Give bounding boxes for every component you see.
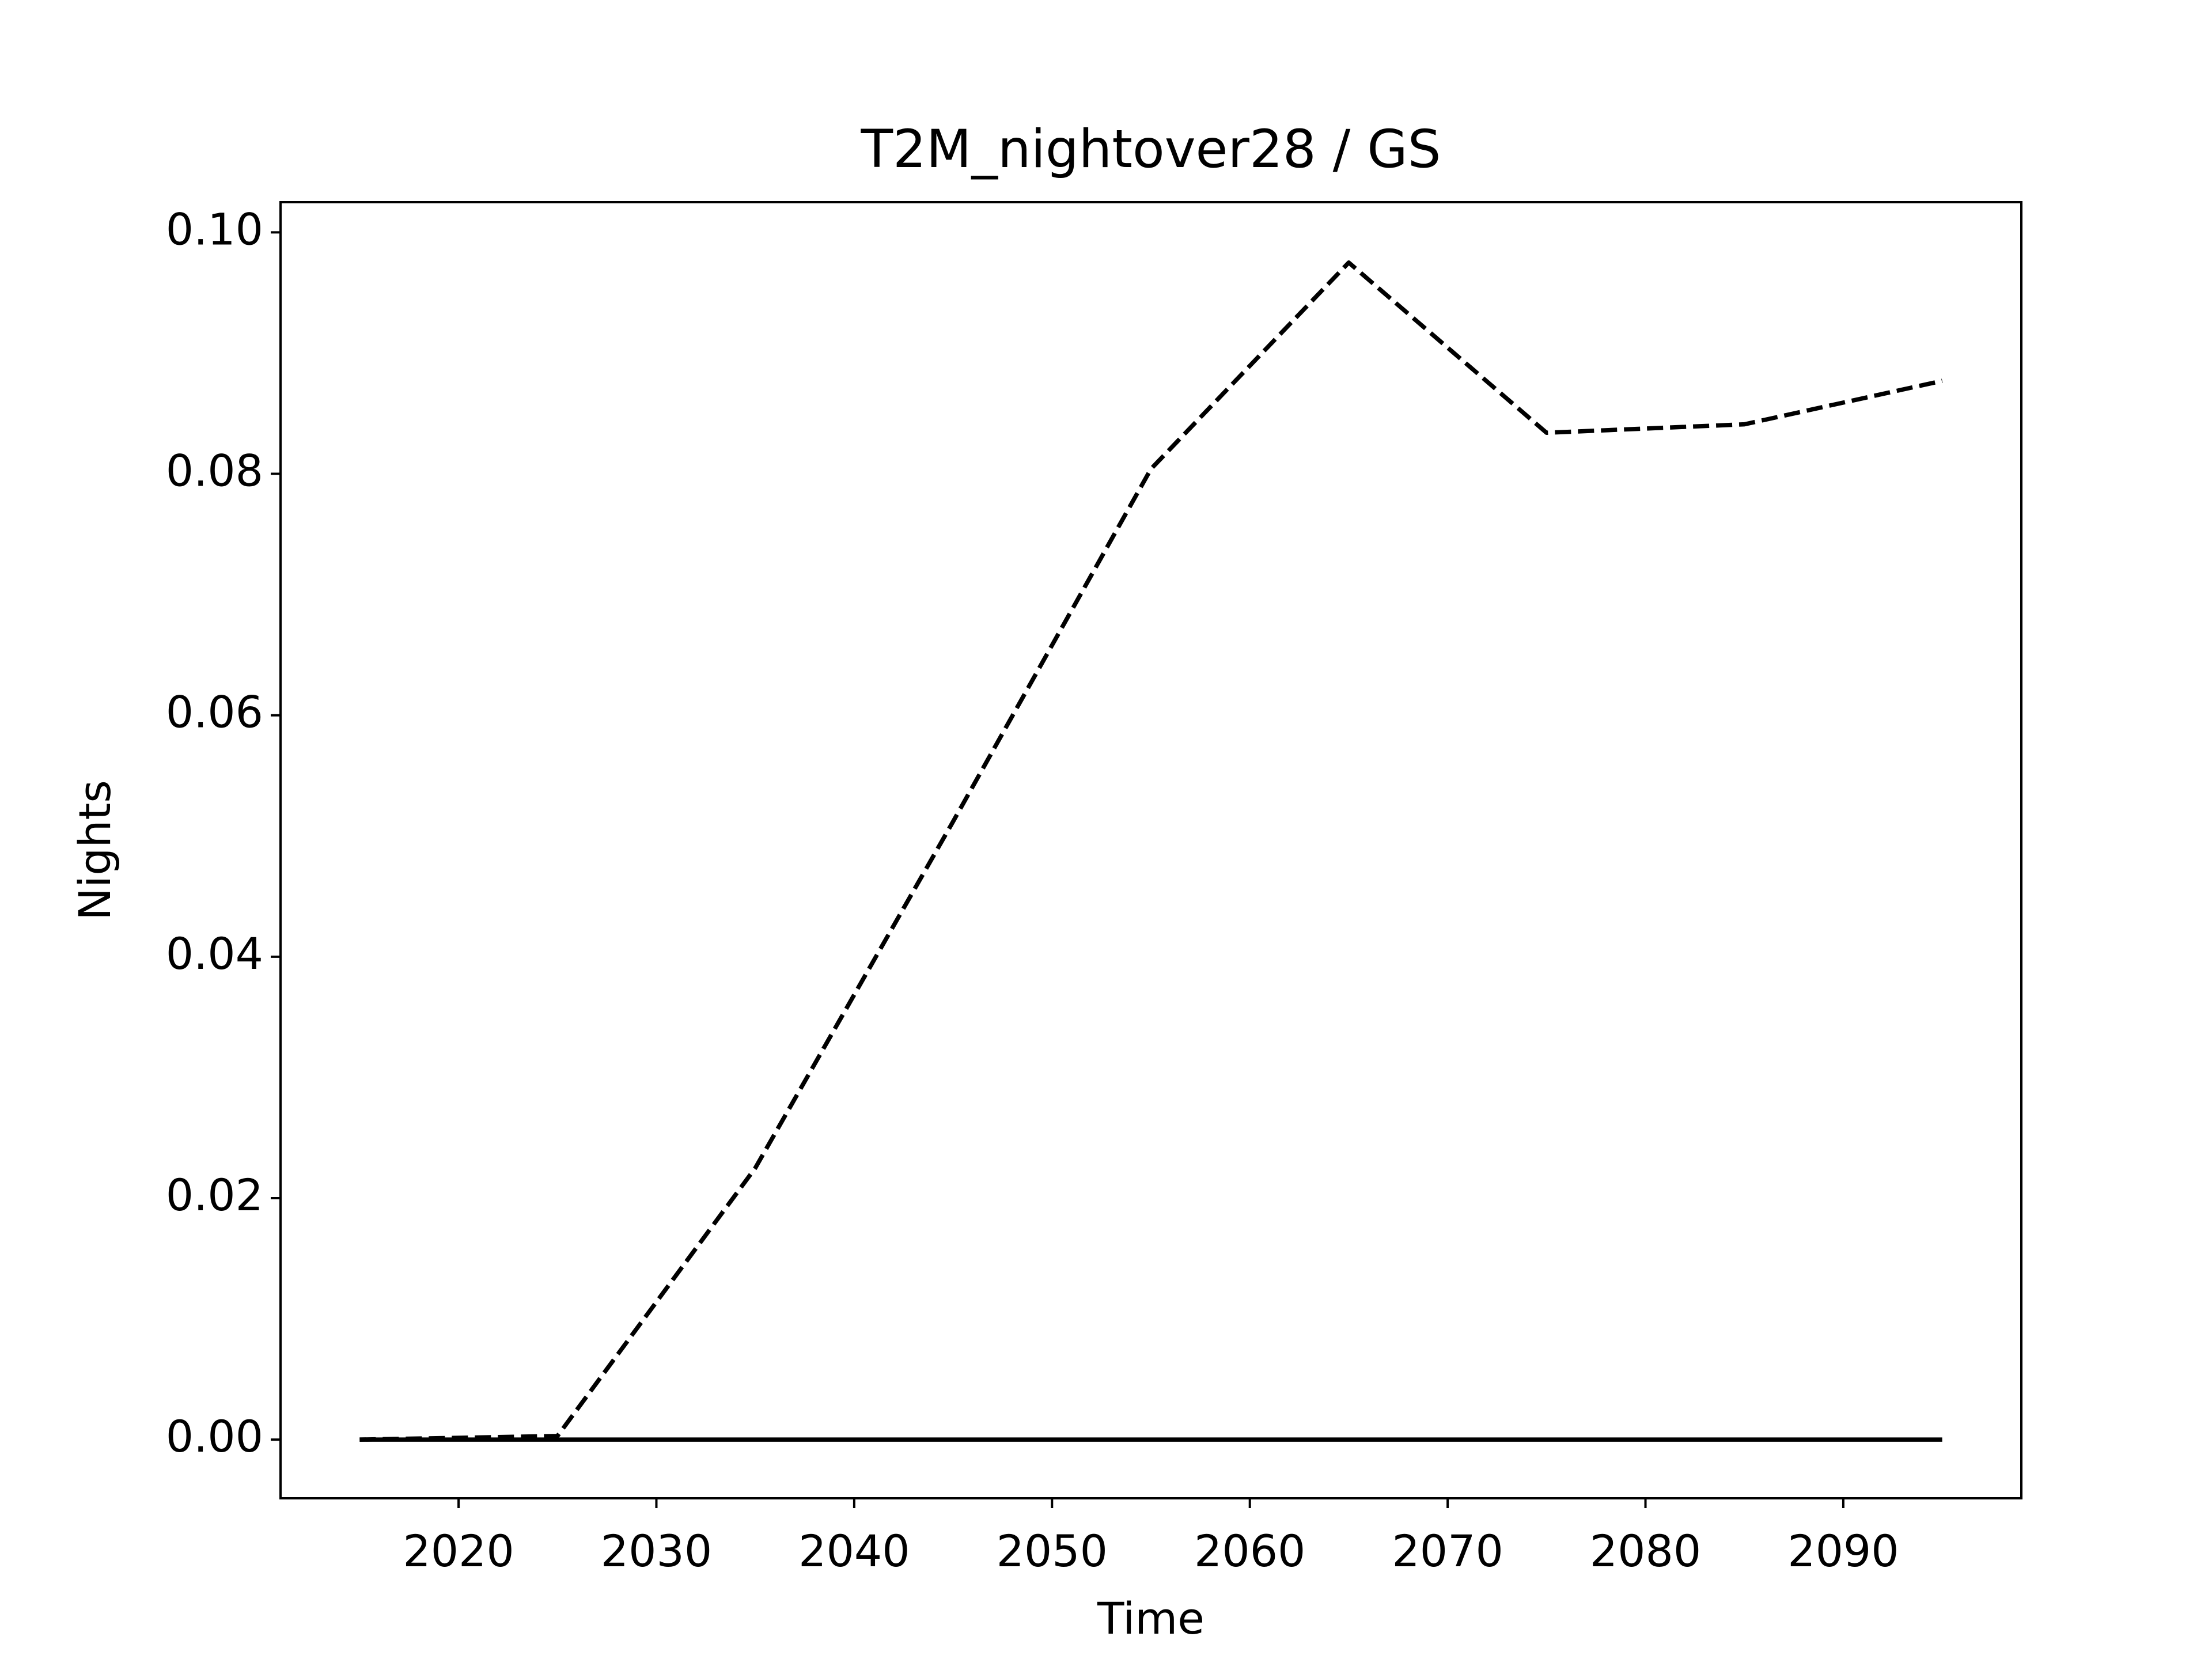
y-tick-label: 0.10	[166, 203, 263, 255]
x-tick-label: 2080	[1590, 1525, 1701, 1577]
y-tick-label: 0.06	[166, 687, 263, 738]
x-tick-label: 2070	[1392, 1525, 1503, 1577]
data-line	[359, 260, 1943, 1442]
x-tick-label: 2090	[1787, 1525, 1899, 1577]
x-tick-label: 2050	[997, 1525, 1108, 1577]
x-tick-label: 2040	[798, 1525, 910, 1577]
y-axis-label: Nights	[69, 780, 120, 921]
x-tick-label: 2020	[403, 1525, 514, 1577]
y-tick-label: 0.08	[166, 445, 263, 497]
y-tick-label: 0.02	[166, 1169, 263, 1221]
x-tick-label: 2030	[601, 1525, 712, 1577]
x-tick-label: 2060	[1194, 1525, 1305, 1577]
y-tick-label: 0.00	[166, 1411, 263, 1462]
chart-title: T2M_nightover28 / GS	[860, 119, 1441, 180]
plot-frame	[279, 201, 2022, 1499]
y-tick-label: 0.04	[166, 928, 263, 979]
x-axis-label: Time	[1097, 1593, 1205, 1644]
